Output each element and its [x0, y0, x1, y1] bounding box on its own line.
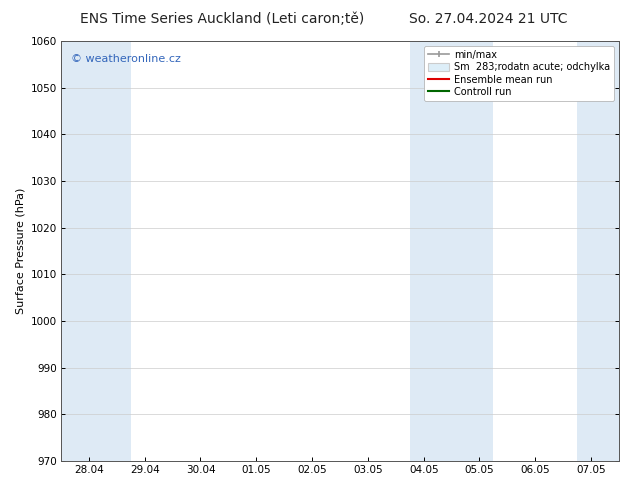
Bar	[61, 41, 131, 461]
Y-axis label: Surface Pressure (hPa): Surface Pressure (hPa)	[15, 188, 25, 314]
Text: © weatheronline.cz: © weatheronline.cz	[71, 53, 181, 64]
Bar	[410, 41, 493, 461]
Bar	[577, 41, 619, 461]
Legend: min/max, Sm  283;rodatn acute; odchylka, Ensemble mean run, Controll run: min/max, Sm 283;rodatn acute; odchylka, …	[424, 46, 614, 101]
Text: So. 27.04.2024 21 UTC: So. 27.04.2024 21 UTC	[409, 12, 567, 26]
Text: ENS Time Series Auckland (Leti caron;tě): ENS Time Series Auckland (Leti caron;tě)	[80, 12, 364, 26]
